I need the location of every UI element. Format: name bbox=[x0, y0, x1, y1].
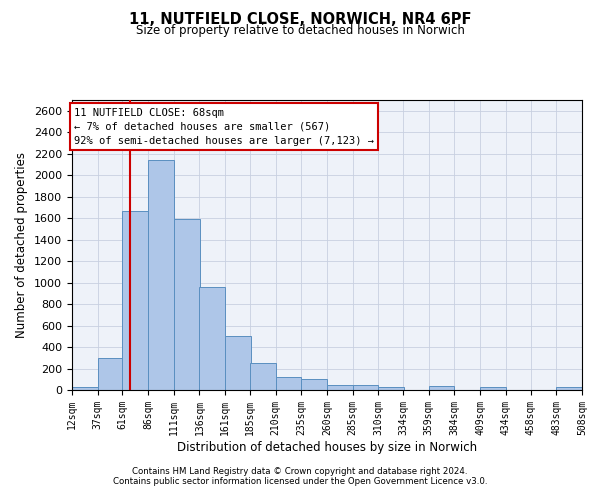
Text: 11, NUTFIELD CLOSE, NORWICH, NR4 6PF: 11, NUTFIELD CLOSE, NORWICH, NR4 6PF bbox=[129, 12, 471, 28]
Bar bbox=[199, 287, 225, 390]
Bar bbox=[98, 358, 124, 390]
Bar bbox=[225, 336, 251, 390]
Bar bbox=[72, 388, 98, 390]
Bar bbox=[379, 387, 404, 390]
Bar bbox=[301, 380, 327, 390]
Text: Contains HM Land Registry data © Crown copyright and database right 2024.: Contains HM Land Registry data © Crown c… bbox=[132, 467, 468, 476]
Bar bbox=[148, 160, 174, 390]
Bar bbox=[275, 377, 301, 390]
Bar bbox=[174, 219, 199, 390]
Text: 11 NUTFIELD CLOSE: 68sqm
← 7% of detached houses are smaller (567)
92% of semi-d: 11 NUTFIELD CLOSE: 68sqm ← 7% of detache… bbox=[74, 108, 374, 146]
Bar bbox=[556, 388, 582, 390]
Bar bbox=[327, 384, 353, 390]
X-axis label: Distribution of detached houses by size in Norwich: Distribution of detached houses by size … bbox=[177, 440, 477, 454]
Bar bbox=[429, 386, 455, 390]
Text: Contains public sector information licensed under the Open Government Licence v3: Contains public sector information licen… bbox=[113, 477, 487, 486]
Text: Size of property relative to detached houses in Norwich: Size of property relative to detached ho… bbox=[136, 24, 464, 37]
Bar bbox=[122, 210, 148, 390]
Bar bbox=[250, 363, 275, 390]
Bar bbox=[353, 385, 379, 390]
Y-axis label: Number of detached properties: Number of detached properties bbox=[16, 152, 28, 338]
Bar bbox=[480, 387, 506, 390]
